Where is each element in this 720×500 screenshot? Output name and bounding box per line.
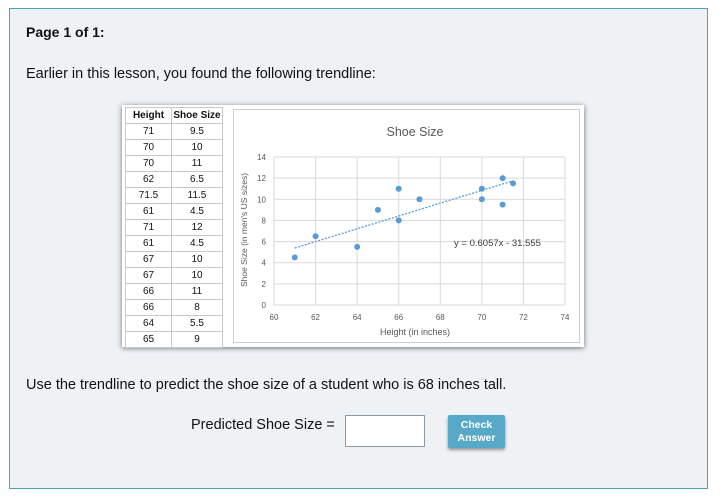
x-tick-label: 72: [519, 313, 528, 322]
table-cell-shoe-size: 6.5: [171, 171, 223, 188]
table-row: 61 4.5: [125, 203, 223, 220]
table-cell-height: 71: [125, 123, 172, 140]
y-tick-label: 12: [257, 174, 266, 183]
data-point: [395, 217, 402, 224]
y-tick-label: 14: [257, 153, 266, 162]
table-row: 70 11: [125, 155, 223, 172]
chart-points: [291, 175, 517, 261]
data-point: [478, 185, 485, 192]
table-cell-height: 64: [125, 315, 172, 332]
table-cell-height: 67: [125, 251, 172, 268]
trendline-equation: y = 0.6057x - 31.555: [454, 238, 541, 249]
chart-y-axis-label: Shoe Size (in men's US sizes): [239, 173, 249, 287]
data-point: [395, 185, 402, 192]
table-cell-shoe-size: 8: [171, 299, 223, 316]
data-table: Height Shoe Size 71 9.5 70 10 70 11 62 6.5 7…: [125, 107, 223, 348]
x-tick-label: 60: [270, 313, 279, 322]
question-panel: Page 1 of 1: Earlier in this lesson, you…: [9, 8, 708, 489]
y-tick-label: 0: [262, 301, 267, 310]
table-cell-shoe-size: 9.5: [171, 123, 223, 140]
predicted-shoe-size-input[interactable]: [345, 415, 425, 447]
data-point: [478, 196, 485, 203]
data-point: [291, 254, 298, 261]
table-cell-height: 67: [125, 267, 172, 284]
table-cell-height: 66: [125, 283, 172, 300]
table-row: 64 5.5: [125, 315, 223, 332]
data-point: [374, 206, 381, 213]
table-row: 71 9.5: [125, 123, 223, 140]
x-tick-label: 66: [394, 313, 403, 322]
chart-title: Shoe Size: [387, 125, 444, 139]
x-tick-label: 64: [353, 313, 362, 322]
table-cell-shoe-size: 4.5: [171, 235, 223, 252]
data-point: [354, 243, 361, 250]
table-row: 62 6.5: [125, 171, 223, 188]
x-tick-label: 74: [561, 313, 570, 322]
table-cell-height: 61: [125, 203, 172, 220]
table-header-height: Height: [125, 107, 172, 124]
table-cell-shoe-size: 5.5: [171, 315, 223, 332]
scatter-chart-svg: Shoe Size Height (in inches) Shoe Size (…: [239, 125, 570, 337]
table-cell-height: 70: [125, 139, 172, 156]
table-row: 66 11: [125, 283, 223, 300]
table-cell-shoe-size: 11: [171, 155, 223, 172]
table-header-shoe-size: Shoe Size: [171, 107, 223, 124]
table-cell-shoe-size: 11: [171, 283, 223, 300]
y-tick-label: 8: [262, 216, 267, 225]
x-tick-label: 70: [477, 313, 486, 322]
answer-label: Predicted Shoe Size =: [191, 417, 335, 433]
y-tick-label: 6: [262, 238, 267, 247]
table-cell-height: 71.5: [125, 187, 172, 204]
data-point: [499, 201, 506, 208]
data-point: [499, 175, 506, 182]
table-cell-height: 61: [125, 235, 172, 252]
check-answer-button[interactable]: Check Answer: [448, 415, 505, 448]
page-title: Page 1 of 1:: [26, 24, 105, 40]
table-row: 65 9: [125, 331, 223, 348]
question-prompt: Use the trendline to predict the shoe si…: [26, 377, 507, 393]
table-cell-height: 71: [125, 219, 172, 236]
check-answer-label-line1: Check: [460, 418, 493, 431]
table-header-row: Height Shoe Size: [125, 107, 223, 124]
table-cell-height: 65: [125, 331, 172, 348]
x-tick-label: 68: [436, 313, 445, 322]
chart-grid: [273, 156, 566, 306]
check-answer-label-line2: Answer: [457, 431, 496, 444]
x-tick-label: 62: [311, 313, 320, 322]
table-cell-shoe-size: 12: [171, 219, 223, 236]
table-row: 67 10: [125, 267, 223, 284]
table-cell-height: 70: [125, 155, 172, 172]
y-tick-label: 4: [262, 259, 267, 268]
table-row: 67 10: [125, 251, 223, 268]
chart-x-axis-label: Height (in inches): [380, 327, 450, 337]
chart-trendline-group: [294, 180, 514, 249]
intro-text: Earlier in this lesson, you found the fo…: [26, 66, 376, 82]
table-row: 70 10: [125, 139, 223, 156]
table-row: 71.5 11.5: [125, 187, 223, 204]
table-cell-shoe-size: 11.5: [171, 187, 223, 204]
y-tick-label: 2: [262, 280, 267, 289]
table-cell-shoe-size: 10: [171, 251, 223, 268]
table-cell-height: 62: [125, 171, 172, 188]
data-point: [510, 180, 517, 187]
table-cell-shoe-size: 10: [171, 139, 223, 156]
y-tick-label: 10: [257, 195, 266, 204]
trendline: [294, 180, 514, 249]
table-cell-shoe-size: 10: [171, 267, 223, 284]
trendline-figure: Height Shoe Size 71 9.5 70 10 70 11 62 6.5 7…: [122, 105, 584, 348]
table-row: 66 8: [125, 299, 223, 316]
table-cell-height: 66: [125, 299, 172, 316]
table-cell-shoe-size: 9: [171, 331, 223, 348]
data-point: [416, 196, 423, 203]
data-point: [312, 233, 319, 240]
scatter-chart: Shoe Size Height (in inches) Shoe Size (…: [233, 109, 580, 343]
table-row: 61 4.5: [125, 235, 223, 252]
table-cell-shoe-size: 4.5: [171, 203, 223, 220]
table-row: 71 12: [125, 219, 223, 236]
